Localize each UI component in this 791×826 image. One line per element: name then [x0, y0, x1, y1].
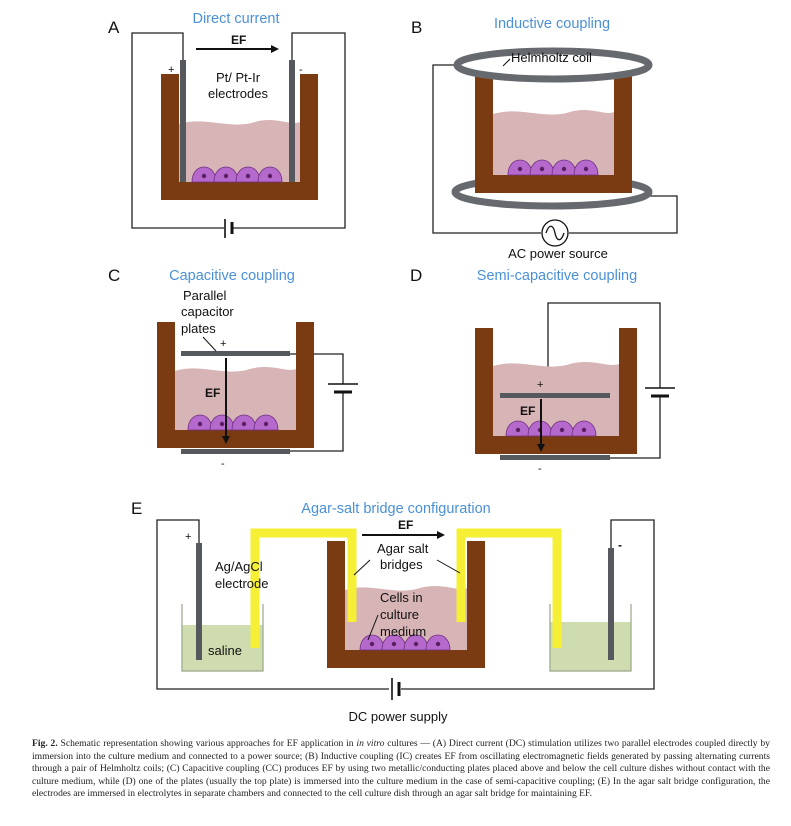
panel-d-culture-medium — [493, 362, 619, 436]
panel-b-power-label: AC power source — [508, 246, 608, 261]
panel-e-electrode-label-line2: electrode — [215, 576, 268, 591]
panel-b-letter: B — [411, 18, 422, 37]
panel-c-title: Capacitive coupling — [169, 268, 295, 284]
panel-e-right-saline-chamber — [549, 604, 632, 672]
panel-b-top-coil — [453, 47, 653, 83]
figure-caption-label: Fig. 2. — [32, 738, 58, 749]
panel-a-ef-label: EF — [231, 33, 246, 47]
panel-a-anode-electrode — [180, 60, 186, 182]
figure-caption: Fig. 2. Schematic representation showing… — [32, 738, 770, 801]
panel-e-cells-label-line2: culture — [380, 607, 419, 622]
panel-e-bridge-leader-right — [436, 559, 461, 574]
panel-c: C Capacitive coupling + - EF — [108, 266, 358, 470]
panel-e-left-electrode — [196, 543, 202, 660]
panel-e-left-saline-chamber — [181, 604, 264, 672]
panel-e-power-label: DC power supply — [349, 709, 448, 724]
panel-a-letter: A — [108, 18, 120, 37]
panel-c-culture-medium — [175, 367, 296, 430]
panel-e-bridge-label-line2: bridges — [380, 557, 423, 572]
figure-diagram: A Direct current + - EF — [108, 11, 678, 724]
panel-e-ef-label: EF — [398, 518, 413, 532]
panel-d-top-plate — [500, 393, 610, 398]
panel-c-battery-symbol — [328, 383, 358, 394]
panel-e-battery-symbol — [391, 678, 401, 700]
panel-e-title: Agar-salt bridge configuration — [301, 501, 490, 517]
panel-c-plus-sign: + — [220, 338, 226, 350]
panel-a-culture-medium — [179, 120, 300, 182]
panel-c-plates-label-line3: plates — [181, 321, 216, 336]
panel-a: A Direct current + - EF — [108, 11, 346, 238]
panel-d-bottom-plate — [500, 455, 610, 460]
panel-b-title: Inductive coupling — [494, 16, 610, 32]
panel-d-ef-label: EF — [520, 404, 535, 418]
panel-c-circuit-wire-bottom — [289, 393, 344, 452]
panel-c-ef-label: EF — [205, 386, 220, 400]
panel-a-electrodes-label-line1: Pt/ Pt-Ir — [216, 70, 261, 85]
panel-a-minus-sign: - — [299, 64, 303, 76]
panel-c-minus-sign: - — [221, 458, 225, 470]
panel-e-saline-label: saline — [208, 643, 242, 658]
panel-b-culture-medium — [493, 110, 614, 175]
panel-e-plus-sign: + — [185, 531, 191, 543]
panel-c-culture-dish — [157, 322, 314, 448]
panel-e-culture-dish — [327, 541, 485, 668]
panel-b-circuit-wire-left — [432, 64, 541, 234]
panel-e-bridge-label-line1: Agar salt — [377, 541, 429, 556]
panel-d-minus-sign: - — [538, 463, 542, 475]
panel-c-letter: C — [108, 266, 120, 285]
panel-a-cathode-electrode — [289, 60, 295, 182]
panel-e-cells-label-line3: medium — [380, 624, 426, 639]
panel-c-bottom-plate — [181, 449, 290, 454]
panel-e-left-salt-bridge — [250, 528, 357, 648]
figure-caption-text-2: cultures — (A) Direct current (DC) stimu… — [32, 738, 770, 800]
panel-e-circuit-wire-left — [156, 519, 389, 690]
panel-a-circuit-wire — [131, 32, 224, 229]
panel-a-circuit-wire-right — [233, 32, 346, 229]
panel-e-right-salt-bridge — [456, 528, 562, 648]
panel-a-battery-symbol — [224, 219, 234, 238]
panel-e-cells-label-line1: Cells in — [380, 590, 423, 605]
panel-c-top-plate — [181, 351, 290, 356]
panel-d: D Semi-capacitive coupling + - EF — [410, 266, 675, 475]
panel-b: B Inductive coupling AC power source — [411, 16, 678, 261]
panel-e-cells-leader-line — [367, 614, 379, 641]
figure-caption-italic: in vitro — [356, 738, 385, 749]
panel-d-letter: D — [410, 266, 422, 285]
panel-b-culture-dish — [475, 74, 632, 193]
panel-c-plates-label-line1: Parallel — [183, 288, 226, 303]
panel-d-title: Semi-capacitive coupling — [477, 268, 637, 284]
panel-b-coil-leader-line — [502, 58, 511, 67]
panel-a-electrodes-label-line2: electrodes — [208, 86, 268, 101]
panel-a-culture-dish — [161, 74, 318, 200]
panel-e-bridge-leader-left — [353, 559, 371, 576]
panel-d-circuit-wire-bottom — [610, 396, 661, 459]
panel-e-culture-medium — [345, 586, 467, 650]
panel-e-minus-sign: - — [618, 538, 622, 552]
panel-e-letter: E — [131, 499, 142, 518]
panel-c-plates-label-line2: capacitor — [181, 304, 234, 319]
panel-e-right-electrode — [608, 548, 614, 660]
figure-caption-text-1: Schematic representation showing various… — [57, 738, 357, 749]
panel-b-coil-label: Helmholtz coil — [511, 50, 592, 65]
panel-d-plus-sign: + — [537, 379, 543, 391]
panel-a-plus-sign: + — [168, 64, 174, 76]
panel-d-battery-symbol — [645, 387, 675, 398]
panel-b-ac-source-symbol — [541, 219, 569, 247]
panel-e-electrode-label-line1: Ag/AgCl — [215, 559, 263, 574]
panel-e-circuit-wire-right — [401, 519, 655, 690]
panel-e: E Agar-salt bridge configuration DC powe… — [131, 499, 655, 724]
panel-c-plates-leader-line — [202, 336, 217, 352]
panel-d-circuit-wire — [547, 302, 661, 390]
panel-d-culture-dish — [475, 328, 637, 454]
panel-b-circuit-wire-right — [569, 195, 678, 234]
panel-a-title: Direct current — [192, 11, 279, 27]
